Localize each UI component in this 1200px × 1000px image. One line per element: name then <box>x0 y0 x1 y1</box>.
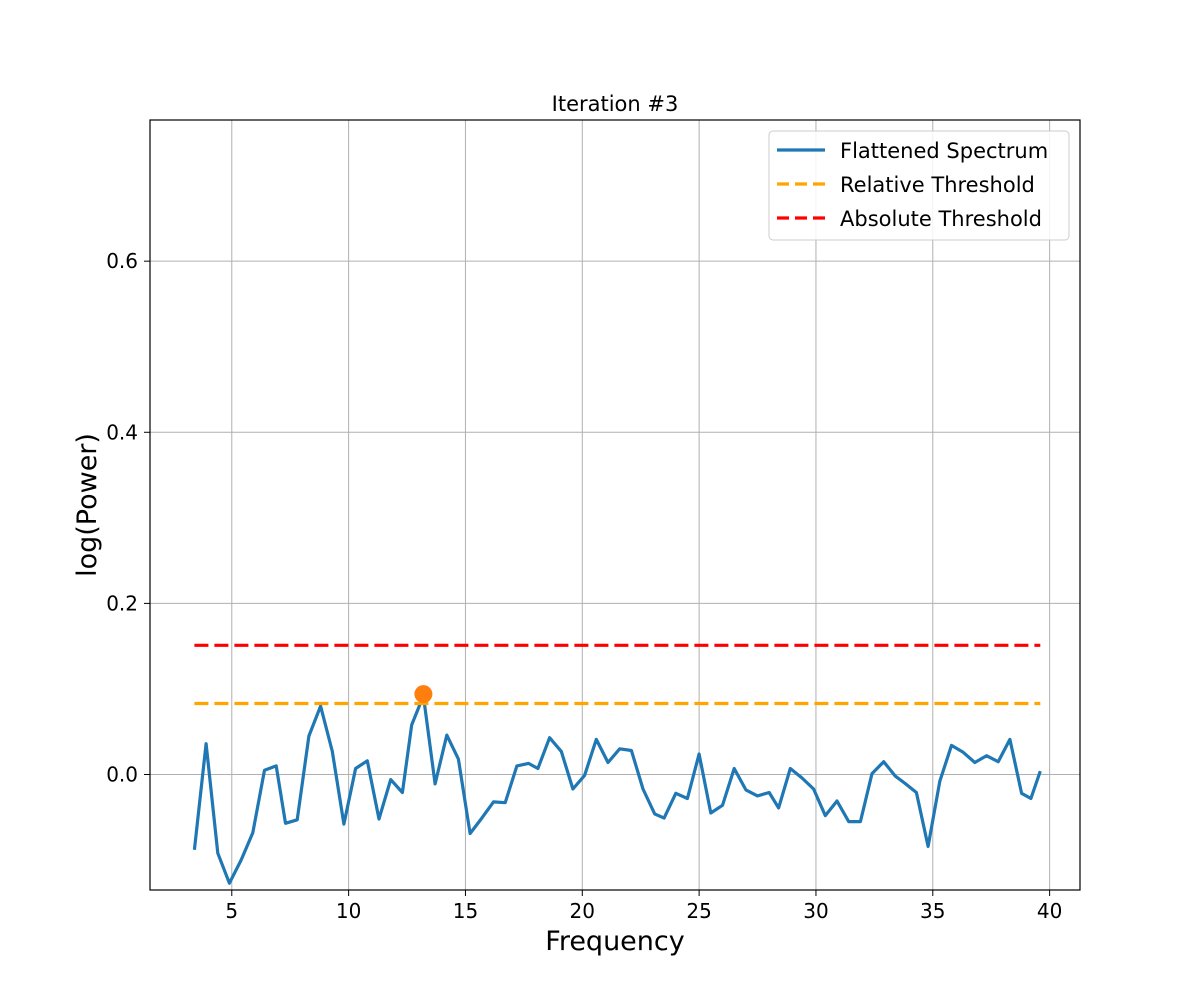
x-tick-label: 20 <box>570 899 595 923</box>
plot-frame <box>149 119 1081 891</box>
legend-box <box>768 130 1070 241</box>
series-layer <box>192 643 1042 885</box>
chart-title: Iteration #3 <box>552 92 679 116</box>
y-tick-label: 0.0 <box>106 763 138 787</box>
grid <box>150 120 1080 890</box>
y-tick-label: 0.2 <box>106 591 138 615</box>
x-tick-label: 40 <box>1037 899 1062 923</box>
series-line-flattened-spectrum <box>192 694 1042 885</box>
legend-label: Absolute Threshold <box>840 207 1042 231</box>
ticks: 5 10 15 20 25 30 35 40 0.0 0.2 0.4 0.6 <box>106 249 1062 923</box>
x-tick-label: 35 <box>920 899 945 923</box>
y-axis-label: log(Power) <box>72 433 103 577</box>
x-tick-label: 5 <box>225 899 238 923</box>
peak-marker <box>414 685 433 704</box>
x-tick-label: 15 <box>453 899 478 923</box>
legend-label: Flattened Spectrum <box>840 139 1048 163</box>
x-tick-label: 25 <box>686 899 711 923</box>
y-tick-label: 0.6 <box>106 249 138 273</box>
x-axis-label: Frequency <box>545 926 685 957</box>
legend: Flattened Spectrum Relative Threshold Abso… <box>768 130 1070 241</box>
legend-label: Relative Threshold <box>840 173 1035 197</box>
x-tick-label: 10 <box>336 899 361 923</box>
y-tick-label: 0.4 <box>106 420 138 444</box>
x-tick-label: 30 <box>803 899 828 923</box>
